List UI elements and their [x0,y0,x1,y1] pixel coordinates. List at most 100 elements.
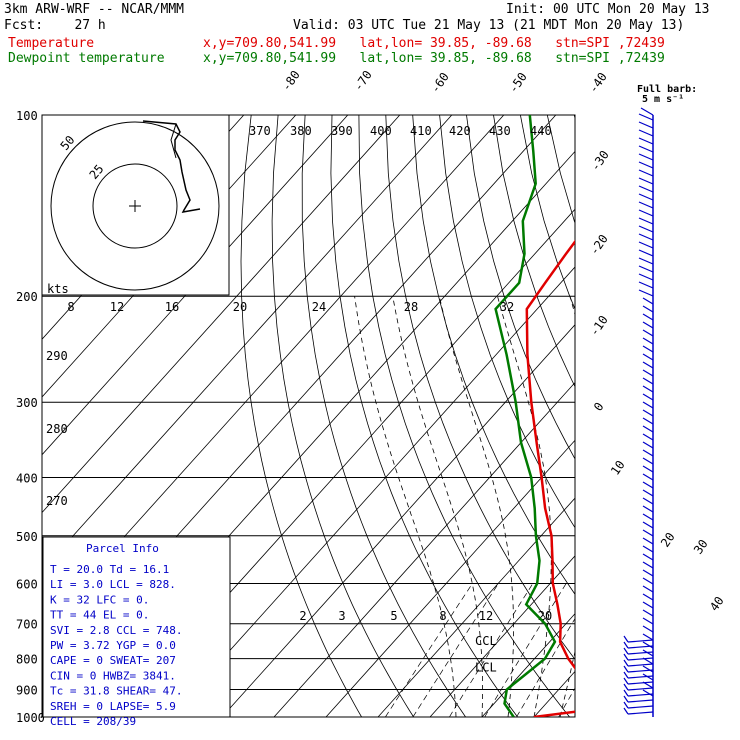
wind-barb [638,137,654,145]
mixing-ratio-line [516,617,575,717]
isotherm [481,613,575,717]
wind-barb-low [623,683,654,691]
parcel-info-row: CAPE = 0 SWEAT= 207 [50,654,176,667]
parcel-info-title: Parcel Info [86,542,159,555]
pressure-label: 800 [16,653,38,667]
hodograph-speed-label: 8 [67,300,74,314]
mixing-ratio-label: 20 [538,609,552,623]
theta-label: 390 [331,124,353,138]
wind-barb [638,153,654,161]
wind-barb [642,321,654,329]
mixing-ratio-line [385,583,473,717]
parcel-info-row: LI = 3.0 LCL = 828. [50,578,176,591]
temperature-axis-label: 40 [707,594,727,614]
temperature-axis-label: -30 [588,148,612,174]
mixing-ratio-label: 3 [338,609,345,623]
wind-barb [642,561,654,569]
hodograph-ring-50 [50,121,220,291]
wind-barb [638,185,654,193]
moist-adiabat [354,296,457,717]
temperature-axis-label: -80 [279,68,303,94]
ccl-marker: CCL [475,634,497,648]
wind-barb [642,465,654,473]
wind-barb [642,305,654,313]
temperature-axis-label: -40 [586,70,610,96]
moist-adiabat [497,296,552,717]
wind-barb [642,689,654,697]
wind-barb [638,209,654,217]
temperature-axis-label: -60 [428,70,452,96]
wind-barb [642,329,654,337]
pressure-label: 600 [16,577,38,591]
barb-legend-title: Full barb: [637,84,698,95]
wind-barb [642,641,654,649]
dry-adiabat [439,115,575,529]
wind-barb [638,281,654,289]
wind-barb [642,585,654,593]
dewpoint-legend: Dewpoint temperature [8,51,165,66]
wind-barb [642,609,654,617]
wind-barb [642,449,654,457]
wind-barb-low [623,707,654,715]
wind-barb [642,361,654,369]
wind-barb [638,201,654,209]
wind-barb [642,385,654,393]
pressure-label: 300 [16,396,38,410]
pressure-label: 1000 [16,711,45,725]
wind-barb [638,273,654,281]
wind-barb-low [623,653,654,661]
parcel-info-row: SVI = 2.8 CCL = 748. [50,624,182,637]
dewpoint-profile [494,115,557,717]
wind-barb [642,425,654,433]
dry-adiabat [601,115,740,717]
wind-barb [642,313,654,321]
wind-barb [642,601,654,609]
wind-barb [642,297,654,305]
wind-barb [642,417,654,425]
dry-adiabat [682,115,740,717]
hodograph-ring-25 [92,163,178,249]
wind-barb [638,217,654,225]
parcel-info-row: CELL = 208/39 [50,715,136,728]
theta-label: 410 [410,124,432,138]
hodograph-speed-label: 16 [165,300,179,314]
pressure-label: 700 [16,618,38,632]
mixing-ratio-label: 2 [299,609,306,623]
wind-barb [642,401,654,409]
temperature-axis-label: 30 [691,537,711,557]
isotherm [429,555,575,717]
temperature-axis-label: -20 [587,232,611,258]
wind-barb-low [623,647,654,655]
grid-clip [42,115,740,717]
wind-barb [642,473,654,481]
parcel-info-row: T = 20.0 Td = 16.1 [50,563,169,576]
isotherm [586,115,740,717]
dry-adiabat [271,115,414,717]
wind-barb [642,457,654,465]
dewpoint-location: x,y=709.80,541.99 lat,lon= 39.85, -89.68… [203,51,665,66]
wind-barb [638,289,654,297]
wind-barb [642,497,654,505]
wind-barb-low [623,701,654,709]
wind-barb [642,625,654,633]
mixing-ratio-label: 5 [390,609,397,623]
moist-adiabat [559,296,575,717]
isotherm [42,115,453,571]
wind-barb-low [623,671,654,679]
wind-barb [642,553,654,561]
mixing-ratio-label: 8 [439,609,446,623]
wind-barb [638,193,654,201]
hodograph-speed-label: 20 [233,300,247,314]
theta-label-left: 270 [46,494,68,508]
theta-label: 380 [290,124,312,138]
dry-adiabat [736,115,740,717]
wind-barb [642,577,654,585]
mixing-ratio-line [449,583,534,717]
forecast-hour: Fcst: 27 h [4,18,106,33]
wind-barb-low [623,665,654,673]
hodograph-speed-label: 24 [312,300,326,314]
model-title: 3km ARW-WRF -- NCAR/MMM [4,2,185,17]
pressure-label: 200 [16,290,38,304]
mixing-ratio-line [558,687,575,717]
